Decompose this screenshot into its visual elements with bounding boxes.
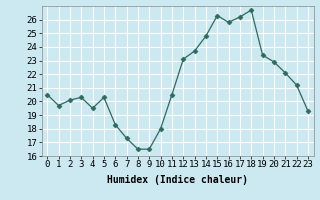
X-axis label: Humidex (Indice chaleur): Humidex (Indice chaleur) [107,175,248,185]
